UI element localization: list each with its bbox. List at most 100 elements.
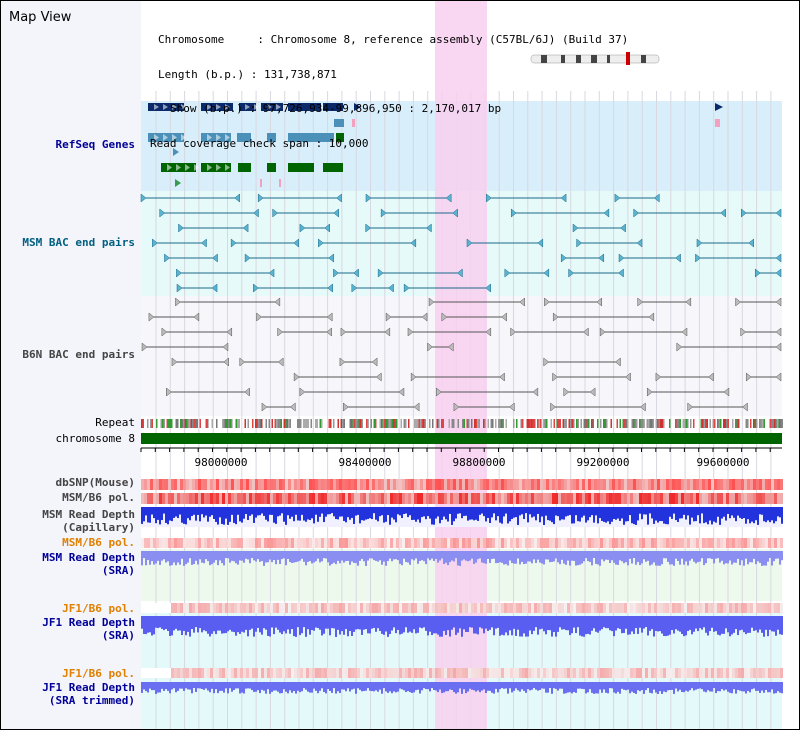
b6n-bac-end <box>299 387 306 397</box>
jf1-pol-strip <box>309 603 312 613</box>
jf1-sra-bar <box>487 616 489 632</box>
dbsnp-strip <box>324 479 327 490</box>
jf1-trim-bar <box>723 682 725 691</box>
msm-pol-strip-2 <box>345 538 348 548</box>
msm-sra-bar <box>381 551 383 565</box>
label-msm-b6-pol-2[interactable]: MSM/B6 pol. <box>62 536 135 549</box>
jf1-pol-strip-2 <box>369 668 372 678</box>
msm-cap-bar <box>683 507 685 515</box>
jf1-pol-strip-2 <box>264 668 267 678</box>
msm-cap-bar <box>353 507 355 524</box>
msm-cap-bar <box>543 507 545 525</box>
msm-cap-bar <box>357 507 359 515</box>
msm-pol-strip <box>240 493 243 504</box>
repeat-mark <box>669 419 671 428</box>
msm-pol-strip <box>639 493 642 504</box>
label-jf1-b6-pol[interactable]: JF1/B6 pol. <box>62 602 135 615</box>
msm-cap-bar <box>627 507 629 522</box>
dbsnp-strip <box>537 479 540 490</box>
label-refseq-genes[interactable]: RefSeq Genes <box>55 138 135 151</box>
jf1-pol-strip-2 <box>258 668 261 678</box>
repeat-mark <box>501 419 503 428</box>
msm-sra-bar <box>489 551 491 563</box>
jf1-pol-strip <box>405 603 408 613</box>
msm-cap-bar <box>147 507 149 523</box>
msm-bac-end <box>380 208 387 218</box>
msm-sra-bar <box>339 551 341 564</box>
label-dbsnp[interactable]: dbSNP(Mouse) <box>55 476 135 489</box>
jf1-sra-bar <box>405 616 407 628</box>
jf1-sra-bar <box>203 616 205 631</box>
jf1-pol-strip <box>573 603 576 613</box>
msm-cap-bar <box>387 507 389 516</box>
jf1-pol-strip-2 <box>480 668 483 678</box>
dbsnp-strip <box>747 479 750 490</box>
msm-pol-strip <box>741 493 744 504</box>
repeat-mark <box>271 419 273 428</box>
dbsnp-strip <box>243 479 246 490</box>
label-b6n-bac-end-pairs[interactable]: B6N BAC end pairs <box>22 348 135 361</box>
dbsnp-strip <box>594 479 597 490</box>
jf1-pol-strip-2 <box>528 668 531 678</box>
jf1-trim-bar <box>781 682 783 694</box>
label-jf1-depth-sra-trimmed[interactable]: JF1 Read Depth (SRA trimmed) <box>42 681 135 707</box>
repeat-mark <box>700 419 702 428</box>
msm-sra-bar <box>347 551 349 561</box>
repeat-mark <box>156 419 158 428</box>
jf1-trim-bar <box>691 682 693 689</box>
msm-sra-bar <box>311 551 313 564</box>
label-msm-depth-sra[interactable]: MSM Read Depth (SRA) <box>42 551 135 577</box>
jf1-sra-bar <box>469 616 471 628</box>
msm-cap-bar <box>223 507 225 525</box>
jf1-trim-bar <box>771 682 773 690</box>
msm-pol-strip <box>294 493 297 504</box>
jf1-trim-bar <box>743 682 745 692</box>
jf1-sra-bar <box>279 616 281 633</box>
dbsnp-strip <box>276 479 279 490</box>
msm-pol-strip <box>573 493 576 504</box>
label-msm-bac-end-pairs[interactable]: MSM BAC end pairs <box>22 236 135 249</box>
repeat-mark <box>684 419 686 428</box>
msm-pol-strip <box>399 493 402 504</box>
jf1-trim-bar <box>423 682 425 689</box>
label-jf1-b6-pol-2[interactable]: JF1/B6 pol. <box>62 667 135 680</box>
repeat-mark <box>559 419 561 428</box>
msm-pol-strip-2 <box>777 538 780 548</box>
label-msm-b6-pol[interactable]: MSM/B6 pol. <box>62 491 135 504</box>
msm-sra-bar <box>443 551 445 565</box>
msm-cap-bar <box>379 507 381 517</box>
jf1-pol-strip <box>720 603 723 613</box>
jf1-pol-strip-2 <box>246 668 249 678</box>
msm-sra-bar <box>211 551 213 565</box>
jf1-trim-bar <box>703 682 705 692</box>
msm-sra-bar <box>699 551 701 562</box>
jf1-trim-bar <box>611 682 613 689</box>
msm-cap-bar <box>751 507 753 522</box>
jf1-sra-bar <box>559 616 561 628</box>
msm-sra-bar <box>569 551 571 566</box>
jf1-sra-bar <box>425 616 427 631</box>
label-msm-depth-capillary[interactable]: MSM Read Depth (Capillary) <box>42 508 135 534</box>
msm-pol-strip-2 <box>210 538 213 548</box>
msm-cap-bar <box>535 507 537 521</box>
label-jf1-depth-sra[interactable]: JF1 Read Depth (SRA) <box>42 616 135 642</box>
b6n-bac-end <box>745 372 752 382</box>
b6n-bac-end <box>171 357 178 367</box>
jf1-pol-strip-2 <box>474 668 477 678</box>
msm-sra-bar <box>305 551 307 566</box>
b6n-bac-end <box>543 357 550 367</box>
msm-cap-bar <box>331 507 333 514</box>
jf1-pol-strip-2 <box>423 668 426 678</box>
repeat-mark <box>432 419 434 428</box>
repeat-mark <box>297 419 299 428</box>
track-label-panel <box>1 1 141 729</box>
jf1-pol-strip <box>444 603 447 613</box>
repeat-mark <box>492 419 494 428</box>
jf1-pol-strip <box>255 603 258 613</box>
msm-cap-bar <box>351 507 353 518</box>
dbsnp-strip <box>528 479 531 490</box>
jf1-pol-strip <box>273 603 276 613</box>
jf1-pol-strip-2 <box>339 668 342 678</box>
msm-sra-bar <box>421 551 423 561</box>
